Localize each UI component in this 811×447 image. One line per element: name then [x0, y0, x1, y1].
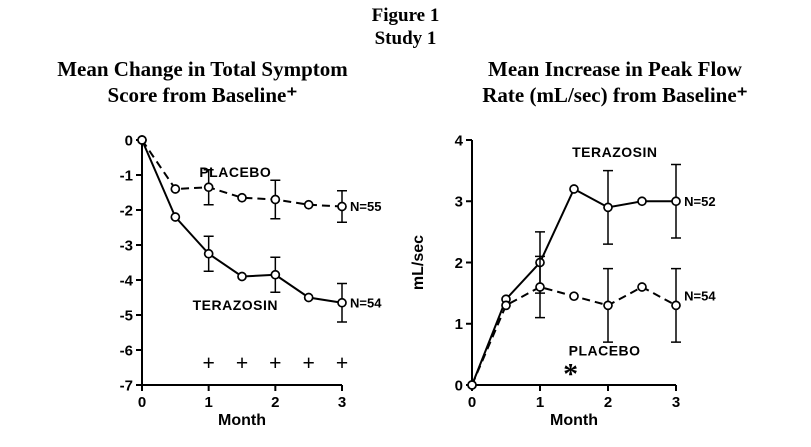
x-tick-label: 1	[536, 394, 544, 411]
peak-flow-chart: 0 1 2 3 4 0 1 2 3 Month mL/sec TERAZOSIN N=52 PLACEBO…	[410, 132, 716, 429]
y-tick-label: 4	[455, 132, 464, 149]
data-point-marker	[637, 196, 647, 207]
significance-marker: +	[269, 350, 282, 375]
symptom-score-chart: 0-1-2-3-4-5-6-70 1 2 3MonthPLACEBON=55TERAZ…	[120, 132, 383, 429]
series-terazosin: TERAZOSIN N=52	[467, 144, 716, 390]
data-point-marker	[270, 194, 281, 205]
data-point-marker	[237, 271, 247, 282]
series-label-terazosin: TERAZOSIN	[193, 297, 278, 313]
data-point-marker	[337, 201, 347, 212]
data-point-marker	[535, 282, 545, 292]
y-tick-label: -4	[120, 272, 134, 289]
y-tick-label: 2	[455, 255, 463, 272]
n-count-label: N=55	[350, 199, 381, 214]
data-point-marker	[170, 212, 181, 222]
series-terazosin: TERAZOSIN N=54	[137, 135, 382, 323]
x-axis-label: Month	[550, 412, 598, 429]
y-tick-label: -1	[120, 167, 133, 184]
peak-flow-chart-title-line2: Rate (mL/sec) from Baseline⁺	[482, 83, 748, 108]
data-point-marker	[337, 297, 347, 308]
x-tick-label: 3	[338, 394, 346, 411]
data-point-marker	[501, 300, 511, 311]
y-tick-label: -3	[120, 237, 133, 254]
peak-flow-chart-title: Mean Increase in Peak Flow Rate (mL/sec)…	[425, 56, 805, 109]
y-tick-label: -7	[120, 377, 133, 394]
x-tick-label: 1	[204, 394, 212, 411]
symptom-chart-title: Mean Change in Total Symptom Score from …	[5, 56, 400, 109]
series-label-placebo: PLACEBO	[569, 343, 641, 359]
significance-marker: +	[202, 350, 215, 375]
n-count-label: N=54	[350, 295, 382, 310]
data-point-marker	[303, 292, 314, 303]
data-point-marker	[671, 196, 681, 207]
data-point-marker	[603, 202, 613, 213]
significance-marker: +	[302, 350, 315, 375]
significance-marker: *	[563, 357, 578, 390]
x-tick-label: 2	[271, 394, 279, 411]
series-label-placebo: PLACEBO	[199, 164, 271, 180]
x-tick-label: 3	[672, 394, 680, 411]
y-tick-label: -2	[120, 202, 133, 219]
y-tick-label: -5	[120, 307, 133, 324]
series-label-terazosin: TERAZOSIN	[572, 144, 657, 160]
x-tick-label: 0	[138, 394, 146, 411]
data-point-marker	[237, 192, 247, 203]
peak-flow-chart-title-line1: Mean Increase in Peak Flow	[488, 57, 742, 81]
data-point-marker	[569, 291, 579, 302]
data-point-marker	[203, 248, 214, 259]
data-point-marker	[467, 380, 477, 390]
peak-flow-plot: 0 1 2 3 4 0 1 2 3 Month mL/sec TERAZOSIN N=52 PLACEBO…	[410, 132, 716, 429]
series-placebo: PLACEBO N=55	[137, 135, 381, 223]
data-point-marker	[637, 282, 647, 292]
symptom-chart-title-line1: Mean Change in Total Symptom	[57, 57, 348, 81]
figure-title: Figure 1	[371, 5, 440, 26]
y-axis-label: mL/sec	[410, 235, 427, 290]
x-tick-label: 0	[468, 394, 476, 411]
y-tick-label: -6	[120, 342, 133, 359]
symptom-chart-title-line2: Score from Baseline⁺	[107, 83, 298, 108]
n-count-label: N=52	[684, 194, 715, 209]
data-point-marker	[303, 199, 314, 210]
data-point-marker	[569, 184, 579, 194]
data-point-marker	[603, 300, 613, 311]
y-tick-label: 1	[455, 316, 463, 333]
symptom-score-plot: 0-1-2-3-4-5-6-70 1 2 3MonthPLACEBON=55TERAZ…	[120, 132, 383, 429]
y-tick-label: 3	[455, 194, 463, 211]
y-tick-label: 0	[125, 132, 133, 149]
figure-subtitle: Study 1	[374, 28, 437, 49]
x-axis-label: Month	[218, 412, 266, 429]
x-tick-label: 2	[604, 394, 612, 411]
data-point-marker	[170, 184, 181, 194]
y-tick-label: 0	[455, 377, 463, 394]
n-count-label: N=54	[684, 289, 716, 304]
data-point-marker	[671, 300, 681, 311]
data-point-marker	[203, 182, 214, 193]
series-placebo: PLACEBO N=54	[467, 255, 716, 390]
data-point-marker	[137, 135, 147, 145]
data-point-marker	[270, 269, 281, 280]
significance-marker: +	[336, 350, 349, 375]
significance-marker: +	[236, 350, 249, 375]
